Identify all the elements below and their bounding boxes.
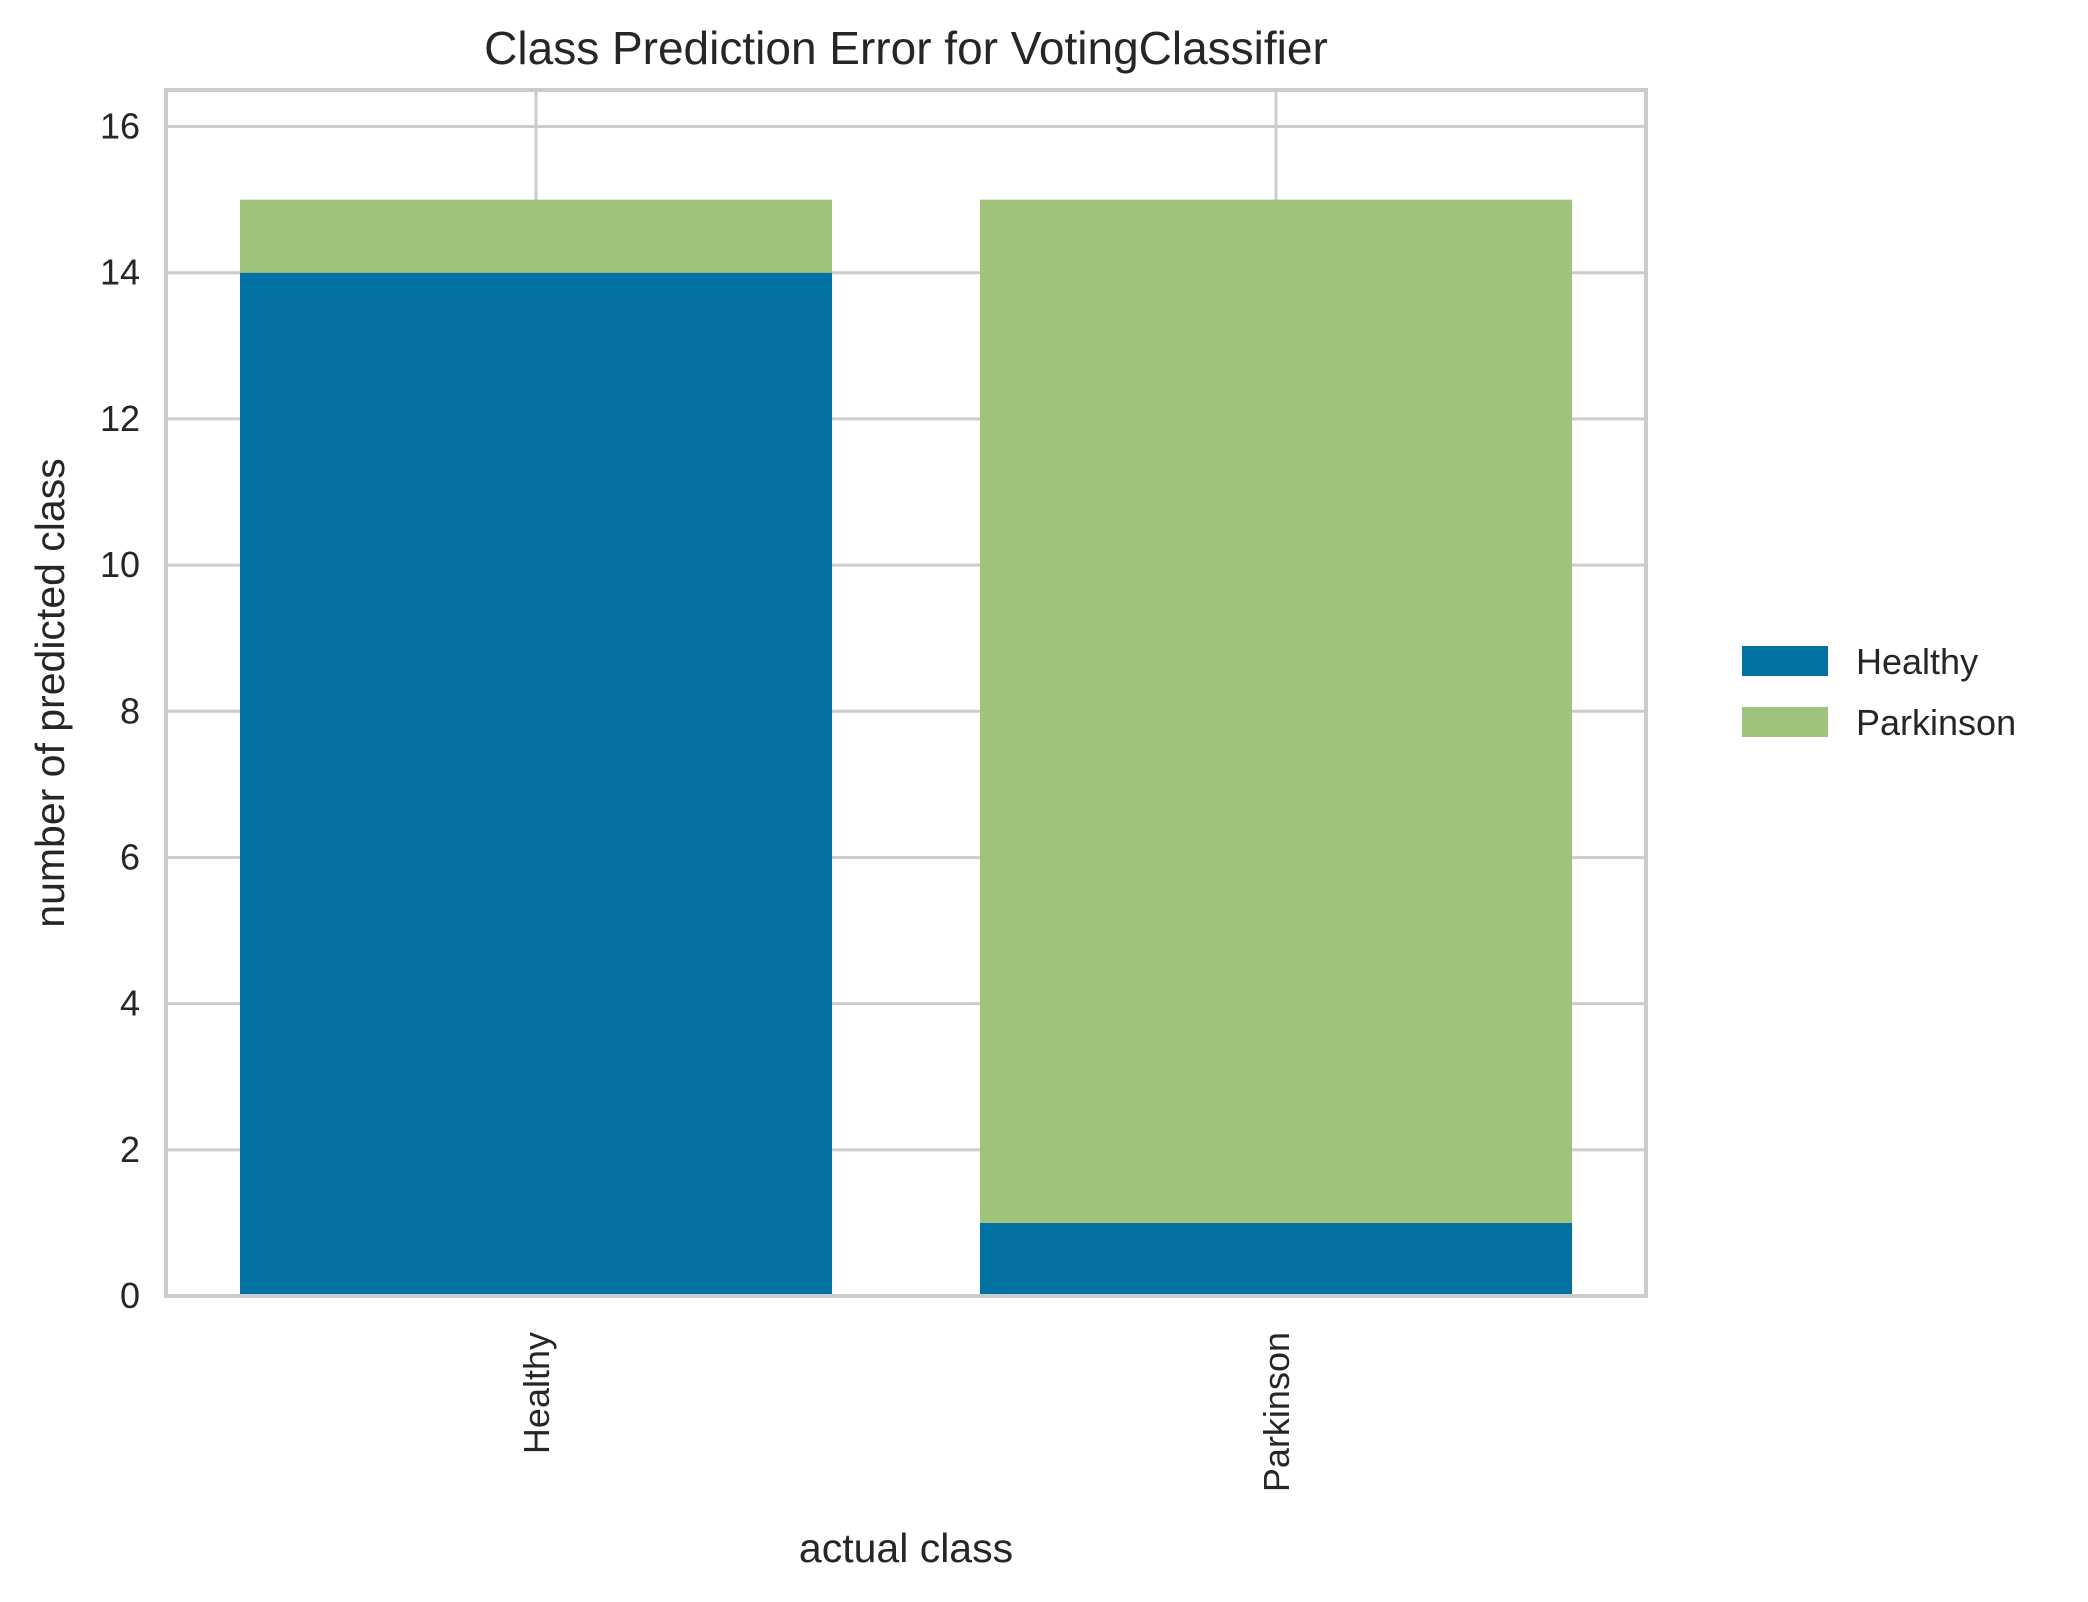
legend: Healthy Parkinson [1742,641,2016,743]
y-tick-label: 8 [120,690,140,731]
legend-swatch-parkinson [1742,707,1828,737]
legend-label-parkinson: Parkinson [1856,702,2016,743]
y-axis-ticks: 0 2 4 6 8 10 12 14 16 [100,106,140,1316]
y-tick-label: 0 [120,1275,140,1316]
bar-parkinson-parkinson [980,199,1572,1223]
legend-label-healthy: Healthy [1856,641,1978,682]
y-tick-label: 2 [120,1129,140,1170]
y-tick-label: 12 [100,398,140,439]
x-axis-ticks: Healthy Parkinson [516,1332,1297,1492]
y-tick-label: 10 [100,544,140,585]
x-axis-label: actual class [799,1525,1013,1571]
plot-frame [164,88,1648,1298]
y-tick-label: 4 [120,983,140,1024]
bar-healthy-healthy [240,272,832,1296]
bar-parkinson-healthy [980,1222,1572,1296]
y-axis-label: number of predicted class [27,458,73,927]
legend-swatch-healthy [1742,646,1828,676]
x-tick-label: Healthy [516,1332,557,1454]
x-tick-label: Parkinson [1256,1332,1297,1492]
bar-healthy-parkinson [240,199,832,273]
chart-title: Class Prediction Error for VotingClassif… [484,22,1328,74]
y-tick-label: 16 [100,106,140,147]
bars [240,199,1572,1296]
y-tick-label: 14 [100,252,140,293]
y-tick-label: 6 [120,836,140,877]
